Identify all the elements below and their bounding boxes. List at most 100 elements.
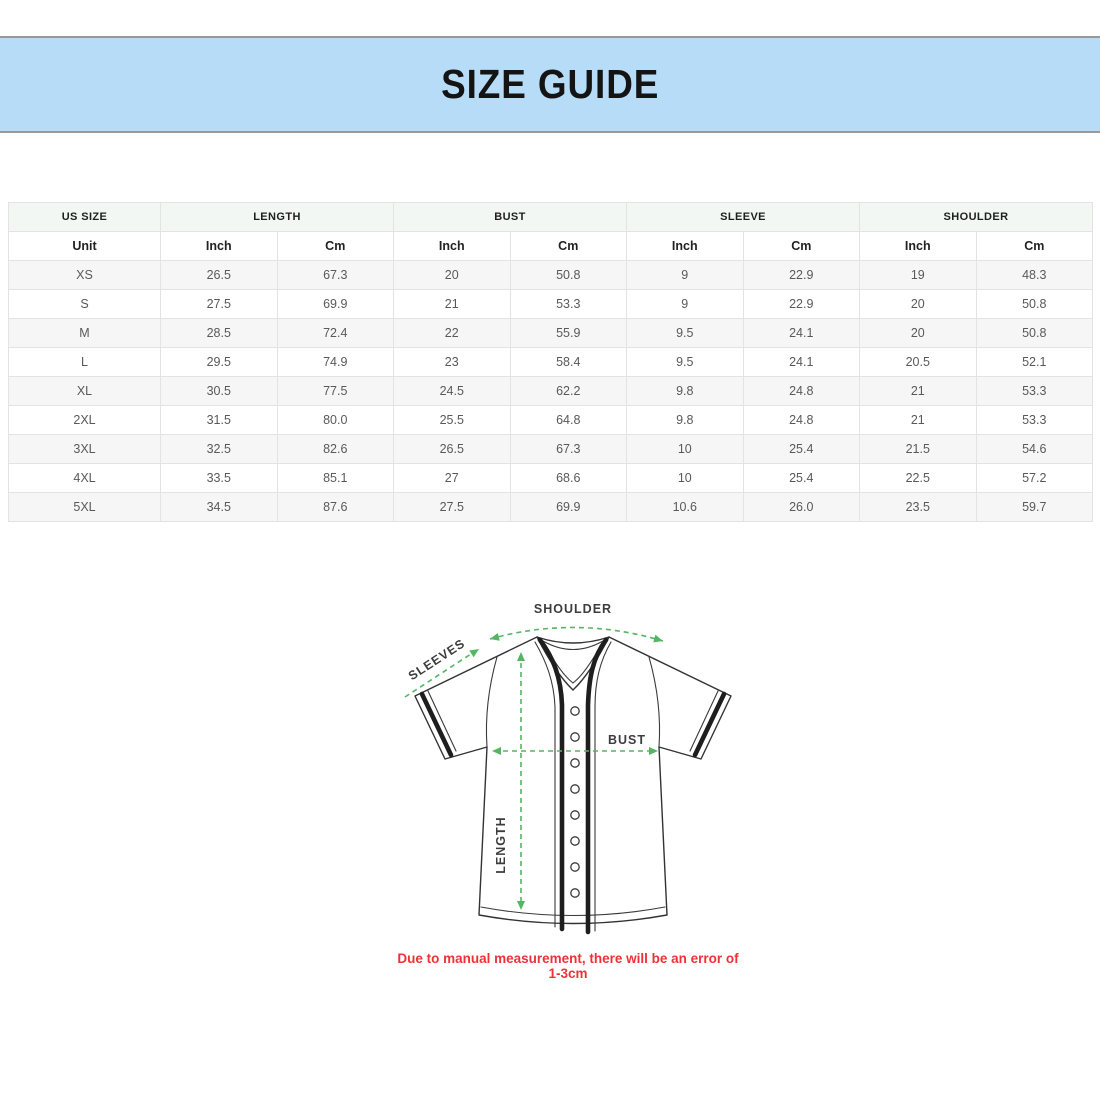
value-cell: 31.5 [160,405,278,435]
value-cell: 21 [859,405,977,435]
size-cell: XS [8,260,161,290]
value-cell: 82.6 [276,434,394,464]
value-cell: 87.6 [276,492,394,522]
value-cell: 24.1 [742,318,861,348]
value-cell: 9.5 [626,318,744,348]
value-cell: 22.9 [742,260,861,290]
unit-cell: Inch [160,231,278,261]
size-cell: 2XL [8,405,161,435]
value-cell: 27.5 [393,492,511,522]
shoulder-arrow [489,626,664,643]
placket-buttons [570,706,580,898]
value-cell: 19 [859,260,977,290]
table-row: M 28.5 72.4 22 55.9 9.5 24.1 20 50.8 [8,318,1094,348]
size-table: US SIZE LENGTH BUST SLEEVE SHOULDER Unit… [8,202,1094,522]
value-cell: 69.9 [276,289,394,319]
value-cell: 64.8 [509,405,628,435]
unit-cell: Inch [859,231,977,261]
column-header-us-size: US SIZE [8,202,161,232]
bust-arrow [492,747,658,755]
value-cell: 80.0 [276,405,394,435]
value-cell: 26.5 [160,260,278,290]
value-cell: 22.9 [742,289,861,319]
table-row: 4XL 33.5 85.1 27 68.6 10 25.4 22.5 57.2 [8,463,1094,493]
value-cell: 20 [859,289,977,319]
column-header-sleeve: SLEEVE [626,202,861,232]
value-cell: 50.8 [975,289,1094,319]
value-cell: 9.8 [626,405,744,435]
size-cell: S [8,289,161,319]
table-unit-row: Unit Inch Cm Inch Cm Inch Cm Inch Cm [8,231,1094,261]
table-row: 5XL 34.5 87.6 27.5 69.9 10.6 26.0 23.5 5… [8,492,1094,522]
placket-stripe-right [585,637,609,935]
value-cell: 74.9 [276,347,394,377]
value-cell: 9 [626,260,744,290]
unit-cell: Cm [276,231,394,261]
value-cell: 27 [393,463,511,493]
value-cell: 68.6 [509,463,628,493]
shoulder-measure-label: SHOULDER [534,602,612,616]
value-cell: 50.8 [509,260,628,290]
size-cell: L [8,347,161,377]
value-cell: 67.3 [509,434,628,464]
value-cell: 9 [626,289,744,319]
jersey-diagram: SHOULDER SLEEVES BUST LENGTH [393,595,733,945]
value-cell: 50.8 [975,318,1094,348]
table-row: XL 30.5 77.5 24.5 62.2 9.8 24.8 21 53.3 [8,376,1094,406]
value-cell: 52.1 [975,347,1094,377]
value-cell: 22.5 [859,463,977,493]
value-cell: 9.5 [626,347,744,377]
cuff-stripe-right [692,691,727,758]
value-cell: 21 [393,289,511,319]
value-cell: 53.3 [975,405,1094,435]
value-cell: 23 [393,347,511,377]
value-cell: 23.5 [859,492,977,522]
value-cell: 34.5 [160,492,278,522]
value-cell: 21.5 [859,434,977,464]
measurement-error-note: Due to manual measurement, there will be… [397,951,739,981]
cuff-stripe-left [419,691,454,758]
value-cell: 30.5 [160,376,278,406]
size-cell: M [8,318,161,348]
value-cell: 25.4 [742,434,861,464]
value-cell: 24.5 [393,376,511,406]
unit-cell: Cm [509,231,628,261]
size-cell: 4XL [8,463,161,493]
value-cell: 54.6 [975,434,1094,464]
value-cell: 21 [859,376,977,406]
value-cell: 24.8 [742,405,861,435]
value-cell: 48.3 [975,260,1094,290]
column-header-length: LENGTH [160,202,394,232]
table-row: S 27.5 69.9 21 53.3 9 22.9 20 50.8 [8,289,1094,319]
value-cell: 53.3 [509,289,628,319]
value-cell: 67.3 [276,260,394,290]
value-cell: 24.1 [742,347,861,377]
table-group-header-row: US SIZE LENGTH BUST SLEEVE SHOULDER [8,202,1094,232]
sleeves-arrow [404,649,479,698]
placket-stripe-left [537,637,565,932]
table-row: XS 26.5 67.3 20 50.8 9 22.9 19 48.3 [8,260,1094,290]
value-cell: 25.4 [742,463,861,493]
unit-cell: Cm [975,231,1094,261]
value-cell: 20.5 [859,347,977,377]
size-cell: 3XL [8,434,161,464]
unit-cell: Inch [626,231,744,261]
value-cell: 29.5 [160,347,278,377]
page-title: SIZE GUIDE [440,61,660,107]
value-cell: 22 [393,318,511,348]
table-row: L 29.5 74.9 23 58.4 9.5 24.1 20.5 52.1 [8,347,1094,377]
value-cell: 59.7 [975,492,1094,522]
unit-cell: Unit [8,231,161,261]
value-cell: 20 [393,260,511,290]
value-cell: 26.0 [742,492,861,522]
value-cell: 10 [626,463,744,493]
value-cell: 57.2 [975,463,1094,493]
value-cell: 27.5 [160,289,278,319]
size-guide-banner: SIZE GUIDE [0,36,1100,133]
length-arrow [517,652,525,910]
value-cell: 62.2 [509,376,628,406]
column-header-shoulder: SHOULDER [859,202,1094,232]
value-cell: 72.4 [276,318,394,348]
table-row: 3XL 32.5 82.6 26.5 67.3 10 25.4 21.5 54.… [8,434,1094,464]
table-row: 2XL 31.5 80.0 25.5 64.8 9.8 24.8 21 53.3 [8,405,1094,435]
